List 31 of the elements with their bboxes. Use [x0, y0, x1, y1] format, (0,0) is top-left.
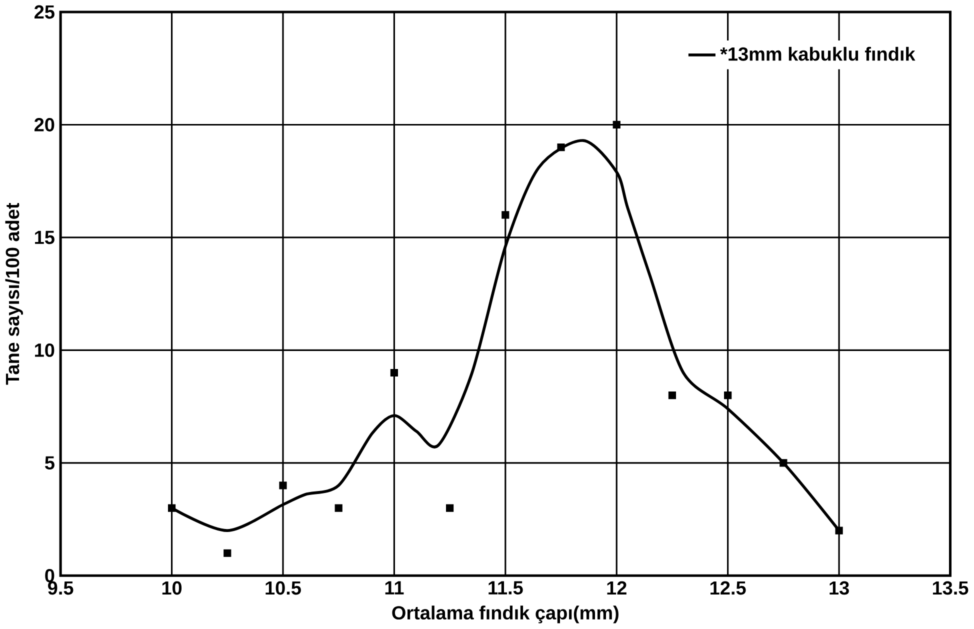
point [446, 504, 454, 512]
y-tick-label: 25 [34, 5, 54, 19]
point [724, 392, 732, 400]
point [557, 144, 565, 152]
point [780, 459, 788, 467]
point [168, 504, 176, 512]
x-tick-label: 9.5 [48, 581, 74, 595]
x-tick-label: 10 [162, 581, 182, 595]
x-tick-label: 13 [830, 581, 849, 595]
point [390, 369, 398, 377]
x-tick-label: 12 [607, 581, 626, 595]
point [279, 482, 287, 490]
x-tick-label: 11 [385, 581, 404, 595]
y-tick-label: 15 [35, 231, 54, 244]
y-tick-label: 5 [45, 456, 54, 470]
y-tick-label: 0 [45, 569, 54, 583]
x-axis-title: Ortalama fındık çapı(mm) [392, 606, 618, 624]
x-tick-label: 10.5 [266, 581, 301, 595]
y-axis-title: Tane sayısı/100 adet [5, 203, 23, 385]
x-tick-label: 13.5 [932, 581, 968, 595]
y-tick-label: 20 [34, 118, 54, 132]
x-tick-label: 12.5 [710, 581, 746, 595]
point [612, 121, 620, 129]
legend-label: *13mm kabuklu fındık [720, 47, 916, 62]
point [835, 526, 843, 535]
y-tick-label: 10 [35, 344, 54, 358]
point [502, 211, 510, 219]
point [334, 504, 342, 512]
point [224, 550, 232, 558]
x-tick-label: 11.5 [488, 581, 523, 595]
point [668, 392, 676, 400]
